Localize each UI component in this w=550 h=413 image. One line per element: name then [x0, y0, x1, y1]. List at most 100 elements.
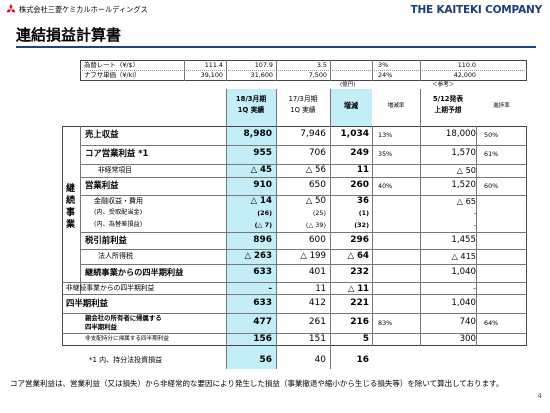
- unit-label: (億円): [340, 82, 356, 88]
- cell-value: △ 14: [250, 196, 272, 206]
- cell-value: 7,946: [300, 129, 326, 139]
- assumption-value: 111.4: [204, 61, 223, 69]
- cell-forecast: -: [473, 283, 476, 293]
- cell-value: 11: [315, 283, 326, 293]
- cell-rate: 40%: [378, 182, 393, 190]
- cell-value: △ 45: [250, 165, 272, 175]
- cell-value: △ 11: [347, 283, 369, 293]
- column-header-change-rate: 増減率: [387, 103, 405, 109]
- page-title: 連結損益計算書: [16, 26, 122, 44]
- assumption-label: 為替レート（¥/$）: [84, 61, 140, 69]
- cell-value: (△ 7): [254, 221, 272, 229]
- cell-value: 261: [308, 317, 326, 327]
- column-header-current-line2: 1Q 実績: [237, 106, 265, 114]
- cell-value: 221: [350, 298, 369, 308]
- change-column-highlight: [330, 89, 372, 126]
- cell-forecast: △ 50: [456, 165, 476, 175]
- assumption-value: 107.9: [254, 61, 273, 69]
- column-header-change: 増減: [343, 101, 359, 110]
- cell-value: 36: [357, 196, 369, 206]
- cell-value: 260: [350, 180, 369, 190]
- row-label-fx-gain-loss: (内、為替差損益): [94, 221, 143, 228]
- cell-value: △ 50: [305, 196, 326, 206]
- note-row-value: 56: [259, 355, 272, 365]
- row-label-revenue: 売上収益: [85, 129, 119, 139]
- cell-value: 650: [308, 180, 326, 190]
- cell-value: 401: [308, 267, 326, 277]
- cell-value: 910: [253, 180, 272, 190]
- row-label-non-recurring: 非経常項目: [98, 166, 132, 174]
- note-row-value: 16: [356, 355, 369, 365]
- row-label-operating-income: 営業利益: [85, 180, 119, 190]
- cell-forecast: -: [473, 209, 476, 217]
- cell-forecast: -: [473, 221, 476, 229]
- column-header-forecast-line2: 上期予想: [434, 106, 462, 114]
- cell-value: △ 263: [244, 251, 272, 261]
- column-header-current-line1: 18/3月期: [235, 95, 267, 103]
- cell-rate: 35%: [378, 150, 393, 158]
- cell-progress: 61%: [484, 150, 499, 158]
- header: 株式会社三菱ケミカルホールディングス THE KAITEKI COMPANY: [0, 0, 550, 20]
- assumption-label: ナフサ単価（¥/kl）: [84, 71, 141, 79]
- cell-value: △ 56: [305, 165, 326, 175]
- row-label-profit-attrib-owners-line1: 親会社の所有者に帰属する: [85, 314, 162, 322]
- note-row-value: 40: [314, 355, 326, 365]
- row-label-income-tax: 法人所得税: [98, 252, 133, 260]
- cell-value: -: [268, 283, 272, 293]
- current-period-column-highlight: [226, 89, 276, 369]
- cell-value: 296: [350, 235, 369, 245]
- cell-value: △ 64: [347, 251, 369, 261]
- footnote: コア営業利益は、営業利益（又は損失）から非経常的な要因により発生した損益（事業撤…: [10, 379, 504, 388]
- cell-value: (25): [312, 209, 326, 217]
- column-header-progress: 進捗率: [493, 103, 510, 109]
- cell-value: 11: [357, 165, 369, 175]
- cell-value: 600: [308, 235, 326, 245]
- cell-progress: 64%: [484, 319, 499, 327]
- cell-forecast: 1,520: [451, 180, 476, 190]
- column-header-prior-line2: 1Q 実績: [290, 106, 316, 114]
- note-row-label: *1 内、持分法投資損益: [89, 356, 163, 364]
- row-label-dividend-income: (内、受取配当金): [94, 209, 143, 216]
- row-label-core-operating-income: コア営業利益 *1: [85, 148, 149, 158]
- cell-value: 633: [253, 298, 272, 308]
- row-label-profit-attrib-owners-line2: 四半期利益: [85, 323, 117, 331]
- assumption-value: 42,000: [453, 71, 476, 79]
- cell-rate: 13%: [378, 131, 393, 139]
- assumption-value: 110.0: [457, 61, 476, 69]
- page-number: 4: [537, 392, 542, 400]
- row-label-finance-income-costs: 金融収益・費用: [94, 197, 143, 205]
- cell-rate: 83%: [378, 319, 393, 327]
- assumption-value: 7,500: [308, 71, 327, 79]
- title-rule: [16, 46, 536, 48]
- cell-value: (26): [257, 209, 272, 217]
- reference-label: ＜参考＞: [432, 82, 455, 88]
- row-label-quarterly-profit: 四半期利益: [66, 298, 108, 308]
- cell-value: (32): [354, 221, 369, 229]
- row-label-profit-discontinued-ops: 非継続事業からの四半期利益: [66, 284, 155, 292]
- assumption-value: 31,600: [250, 71, 273, 79]
- column-header-prior-line1: 17/3月期: [288, 95, 318, 103]
- cell-value: 232: [350, 267, 369, 277]
- company-name-en: THE KAITEKI COMPANY: [410, 4, 542, 16]
- cell-forecast: 1,570: [451, 148, 476, 158]
- cell-value: 955: [253, 148, 272, 158]
- cell-value: 151: [308, 334, 326, 344]
- cell-forecast: 1,040: [451, 267, 476, 277]
- company-name-jp: 株式会社三菱ケミカルホールディングス: [19, 5, 148, 14]
- cell-value: 706: [308, 148, 326, 158]
- cell-value: 896: [253, 235, 272, 245]
- assumption-value: 39,100: [200, 71, 223, 79]
- cell-forecast: 1,455: [451, 235, 476, 245]
- main-table-frame: [62, 126, 527, 346]
- assumption-value: 3.5: [316, 61, 327, 69]
- cell-value: 216: [350, 317, 369, 327]
- cell-value: 1,034: [340, 129, 369, 139]
- cell-value: 249: [350, 148, 369, 158]
- three-diamonds-logo-icon: [6, 4, 16, 13]
- cell-value: △ 199: [300, 251, 326, 261]
- cell-value: 633: [253, 267, 272, 277]
- column-header-forecast-line1: 5/12発表: [432, 95, 464, 103]
- cell-value: 156: [253, 334, 272, 344]
- cell-value: (1): [358, 209, 369, 217]
